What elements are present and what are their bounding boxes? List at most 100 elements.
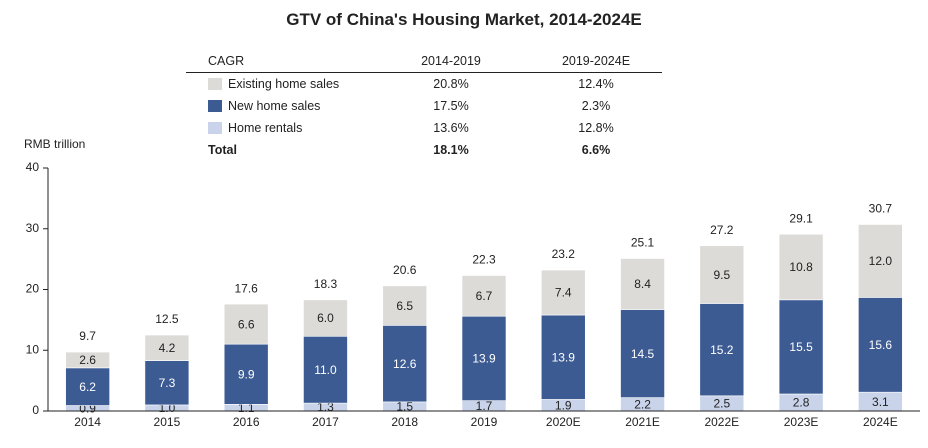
bar-value-label: 13.9	[552, 350, 576, 364]
bar-value-label: 2.8	[793, 396, 810, 410]
bar-total-label: 22.3	[472, 253, 496, 267]
bar-value-label: 2.2	[634, 397, 651, 411]
chart-title: GTV of China's Housing Market, 2014-2024…	[286, 10, 642, 29]
cagr-row-total: Total 18.1% 6.6%	[186, 139, 662, 161]
y-tick-label: 10	[26, 342, 40, 356]
bar-total-label: 27.2	[710, 223, 734, 237]
cagr-existing-period1: 20.8%	[433, 77, 469, 91]
bar-value-label: 1.5	[396, 400, 413, 414]
bar-segment	[540, 269, 586, 316]
cagr-header-period2: 2019-2024E	[561, 54, 631, 68]
bar-segment	[223, 343, 269, 405]
bar-segment	[382, 285, 428, 326]
bar-total-label: 25.1	[631, 236, 655, 250]
cagr-total-period1: 18.1%	[433, 143, 469, 157]
bar-value-label: 1.7	[476, 399, 493, 413]
legend-label-new: New home sales	[228, 99, 321, 113]
cagr-header-row: CAGR 2014-2019 2019-2024E	[186, 52, 662, 73]
y-axis-unit-label: RMB trillion	[24, 137, 86, 151]
y-tick-label: 20	[26, 282, 40, 296]
bar-value-label: 10.8	[789, 260, 813, 274]
x-tick-label: 2022E	[704, 415, 739, 429]
bar-segment	[699, 303, 745, 397]
x-tick-label: 2020E	[546, 415, 581, 429]
bar-value-label: 6.2	[79, 380, 96, 394]
bar-value-label: 4.2	[159, 341, 176, 355]
bar-segment	[858, 297, 903, 393]
bar-value-label: 12.6	[393, 357, 417, 371]
bar-segment	[620, 258, 665, 310]
legend-label-existing: Existing home sales	[228, 77, 340, 91]
bar-segment	[223, 303, 269, 345]
bar-segment	[144, 334, 190, 361]
bar-value-label: 6.7	[476, 289, 493, 303]
bar-segment	[144, 360, 190, 406]
y-tick-label: 30	[26, 221, 40, 235]
legend-label-rentals: Home rentals	[228, 121, 303, 135]
bar-total-label: 30.7	[869, 202, 893, 216]
bar-segment	[778, 233, 824, 301]
cagr-rentals-period1: 13.6%	[433, 121, 469, 135]
legend-swatch-existing	[208, 78, 222, 90]
x-tick-label: 2015	[154, 415, 181, 429]
bar-total-label: 29.1	[789, 211, 813, 225]
bar-value-label: 15.5	[789, 340, 813, 354]
cagr-row-rentals: Home rentals 13.6% 12.8%	[186, 117, 662, 139]
x-tick-label: 2016	[233, 415, 260, 429]
cagr-total-period2: 6.6%	[581, 143, 611, 157]
x-tick-label: 2018	[391, 415, 418, 429]
x-tick-label: 2023E	[784, 415, 819, 429]
bar-total-label: 12.5	[155, 312, 179, 326]
bar-value-label: 15.6	[869, 338, 893, 352]
x-tick-label: 2017	[312, 415, 339, 429]
bar-total-label: 20.6	[393, 263, 417, 277]
bar-segment	[540, 314, 586, 400]
cagr-table: CAGR 2014-2019 2019-2024E Existing home …	[186, 52, 662, 161]
x-tick-label: 2021E	[625, 415, 660, 429]
bar-value-label: 7.3	[159, 376, 176, 390]
bar-value-label: 8.4	[634, 277, 651, 291]
bar-segment	[461, 275, 507, 317]
legend-swatch-rentals	[208, 122, 222, 134]
cagr-row-existing: Existing home sales 20.8% 12.4%	[186, 73, 662, 95]
bar-value-label: 7.4	[555, 286, 572, 300]
bar-segment	[778, 299, 824, 395]
bar-value-label: 2.5	[713, 397, 730, 411]
bar-value-label: 2.6	[79, 353, 96, 367]
cagr-new-period2: 2.3%	[581, 99, 611, 113]
cagr-rentals-period2: 12.8%	[578, 121, 614, 135]
bar-total-label: 18.3	[314, 277, 338, 291]
bar-value-label: 3.1	[872, 395, 889, 409]
bar-total-label: 23.2	[552, 247, 576, 261]
bar-total-label: 17.6	[235, 281, 259, 295]
cagr-total-label: Total	[208, 143, 237, 157]
bar-segment	[65, 351, 110, 369]
bar-value-label: 6.0	[317, 311, 334, 325]
y-tick-label: 0	[32, 403, 39, 417]
bar-segment	[303, 299, 348, 337]
cagr-header-period1: 2014-2019	[421, 54, 481, 68]
bar-total-label: 9.7	[79, 329, 96, 343]
cagr-new-period1: 17.5%	[433, 99, 469, 113]
bar-segment	[699, 245, 745, 304]
y-tick-label: 40	[26, 160, 40, 174]
bar-segment	[858, 224, 903, 298]
bar-segment	[620, 309, 665, 398]
bar-value-label: 1.9	[555, 398, 572, 412]
x-tick-label: 2019	[471, 415, 498, 429]
bar-value-label: 12.0	[869, 254, 893, 268]
bar-value-label: 15.2	[710, 343, 734, 357]
bar-value-label: 11.0	[314, 363, 337, 377]
bar-value-label: 6.5	[396, 299, 413, 313]
bar-value-label: 9.5	[713, 268, 730, 282]
cagr-row-new: New home sales 17.5% 2.3%	[186, 95, 662, 117]
x-tick-label: 2014	[74, 415, 101, 429]
bar-segment	[303, 335, 348, 404]
bar-value-label: 9.9	[238, 367, 255, 381]
bar-value-label: 14.5	[631, 347, 655, 361]
legend-swatch-new	[208, 100, 222, 112]
bar-segment	[382, 325, 428, 403]
bar-value-label: 13.9	[472, 352, 496, 366]
bar-value-label: 6.6	[238, 317, 255, 331]
